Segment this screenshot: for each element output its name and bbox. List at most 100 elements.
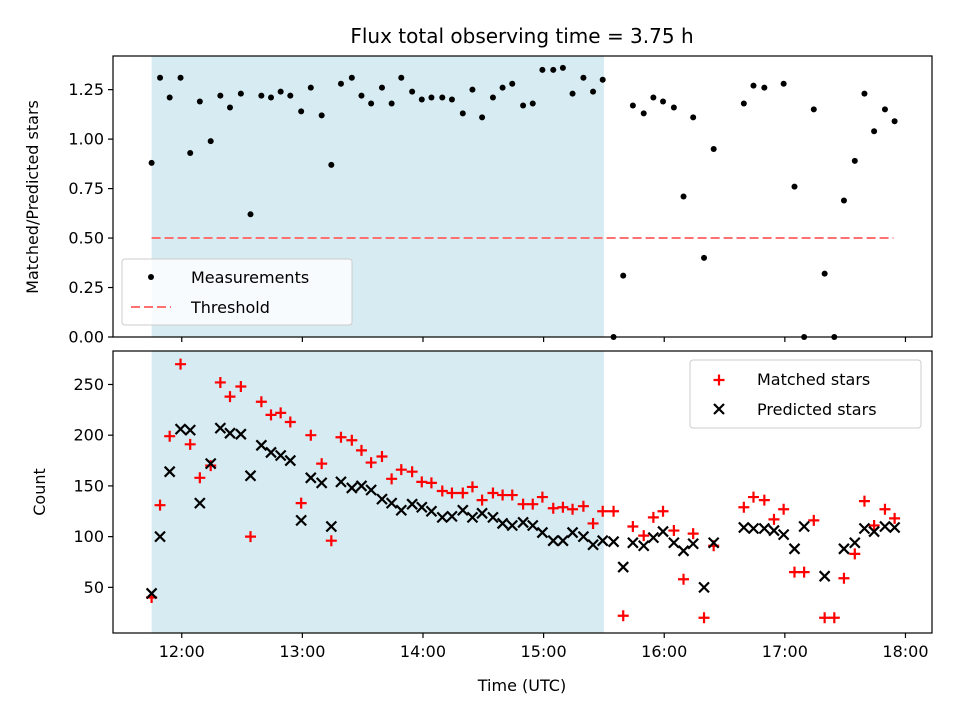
- matched-star-point: [466, 481, 478, 493]
- measurement-point: [520, 102, 527, 109]
- measurement-point: [328, 161, 335, 168]
- measurement-point: [529, 100, 536, 107]
- measurement-point: [851, 157, 858, 164]
- matched-star-point: [577, 500, 589, 512]
- predicted-star-point: [577, 530, 590, 543]
- matched-star-point: [768, 513, 780, 525]
- measurement-point: [177, 74, 184, 81]
- matched-star-point: [587, 517, 599, 529]
- predicted-star-point: [677, 545, 690, 557]
- matched-star-point: [436, 485, 448, 497]
- measurement-point: [418, 96, 425, 103]
- predicted-star-point: [194, 497, 206, 509]
- y-tick-label: 1.00: [68, 130, 104, 149]
- matched-star-point: [858, 495, 870, 507]
- matched-star-point: [889, 512, 901, 524]
- predicted-star-point: [406, 498, 418, 510]
- predicted-star-point: [536, 526, 549, 539]
- measurement-point: [157, 74, 164, 81]
- predicted-star-point: [627, 536, 639, 549]
- measurement-point: [378, 84, 385, 91]
- predicted-star-point: [758, 522, 771, 535]
- predicted-star-point: [557, 534, 569, 547]
- legend-label-predicted: Predicted stars: [757, 400, 877, 419]
- matched-star-point: [557, 501, 569, 513]
- legend: Matched stars Predicted stars: [689, 359, 922, 429]
- matched-star-point: [617, 610, 629, 622]
- matched-star-point: [295, 497, 307, 509]
- measurement-point: [871, 128, 878, 135]
- x-axis-label: Time (UTC): [477, 676, 566, 695]
- matched-star-point: [738, 501, 750, 513]
- predicted-star-point: [777, 528, 790, 541]
- measurement-point: [337, 80, 344, 87]
- measurement-point: [489, 94, 496, 101]
- predicted-star-point: [466, 511, 479, 524]
- predicted-star-point: [526, 519, 539, 532]
- measurement-point: [469, 86, 476, 93]
- measurement-point: [881, 106, 888, 113]
- measurement-point: [550, 66, 557, 73]
- predicted-star-point: [547, 534, 560, 547]
- matched-star-point: [335, 431, 347, 443]
- matched-star-point: [608, 505, 620, 517]
- predicted-star-point: [154, 530, 166, 543]
- predicted-star-point: [476, 507, 488, 520]
- matched-star-point: [305, 429, 317, 441]
- predicted-star-point: [184, 424, 196, 436]
- predicted-star-point: [457, 504, 469, 517]
- predicted-star-point: [768, 524, 780, 537]
- matched-star-point: [406, 466, 418, 478]
- measurement-point: [217, 92, 224, 99]
- predicted-star-point: [698, 581, 710, 594]
- measurement-point: [821, 270, 828, 277]
- predicted-star-point: [858, 522, 871, 535]
- measurement-point: [569, 90, 576, 97]
- predicted-star-point: [487, 511, 499, 524]
- measurement-point: [428, 94, 435, 101]
- legend-dot-marker: [148, 274, 154, 280]
- predicted-star-point: [346, 482, 358, 494]
- measurement-point: [539, 66, 546, 73]
- matched-star-point: [224, 391, 236, 403]
- matched-star-point: [808, 514, 820, 526]
- matched-star-point: [647, 511, 659, 523]
- x-tick-label: 16:00: [641, 642, 687, 661]
- predicted-star-point: [325, 520, 338, 533]
- matched-star-point: [638, 530, 650, 542]
- matched-star-point: [849, 548, 861, 560]
- matched-star-point: [194, 472, 206, 484]
- predicted-star-point: [707, 536, 720, 549]
- measurement-point: [287, 92, 294, 99]
- predicted-star-point: [335, 476, 347, 488]
- predicted-star-point: [355, 480, 368, 492]
- predicted-star-point: [365, 484, 377, 496]
- matched-star-point: [425, 477, 437, 489]
- matched-star-point: [517, 498, 529, 510]
- predicted-star-point: [315, 477, 328, 489]
- predicted-star-point: [798, 520, 810, 533]
- measurement-point: [680, 193, 687, 200]
- matched-star-point: [687, 528, 699, 540]
- matched-star-point: [316, 458, 328, 470]
- matched-star-point: [325, 535, 337, 547]
- measurement-point: [479, 114, 486, 121]
- matched-star-point: [868, 519, 880, 531]
- measurement-point: [761, 84, 768, 91]
- matched-star-point: [778, 503, 790, 515]
- matched-star-point: [668, 525, 680, 537]
- measurement-point: [640, 110, 647, 117]
- x-tick-label: 17:00: [762, 642, 808, 661]
- matched-star-point: [838, 572, 850, 584]
- matched-star-point: [567, 503, 579, 515]
- measurement-point: [629, 102, 636, 109]
- matched-star-point: [879, 503, 891, 515]
- predicted-star-point: [274, 449, 287, 462]
- predicted-star-point: [617, 561, 629, 573]
- predicted-star-point: [687, 537, 699, 550]
- matched-star-point: [678, 573, 690, 585]
- measurement-point: [750, 82, 757, 89]
- plot-frame: [112, 55, 933, 338]
- legend-box: [689, 359, 922, 429]
